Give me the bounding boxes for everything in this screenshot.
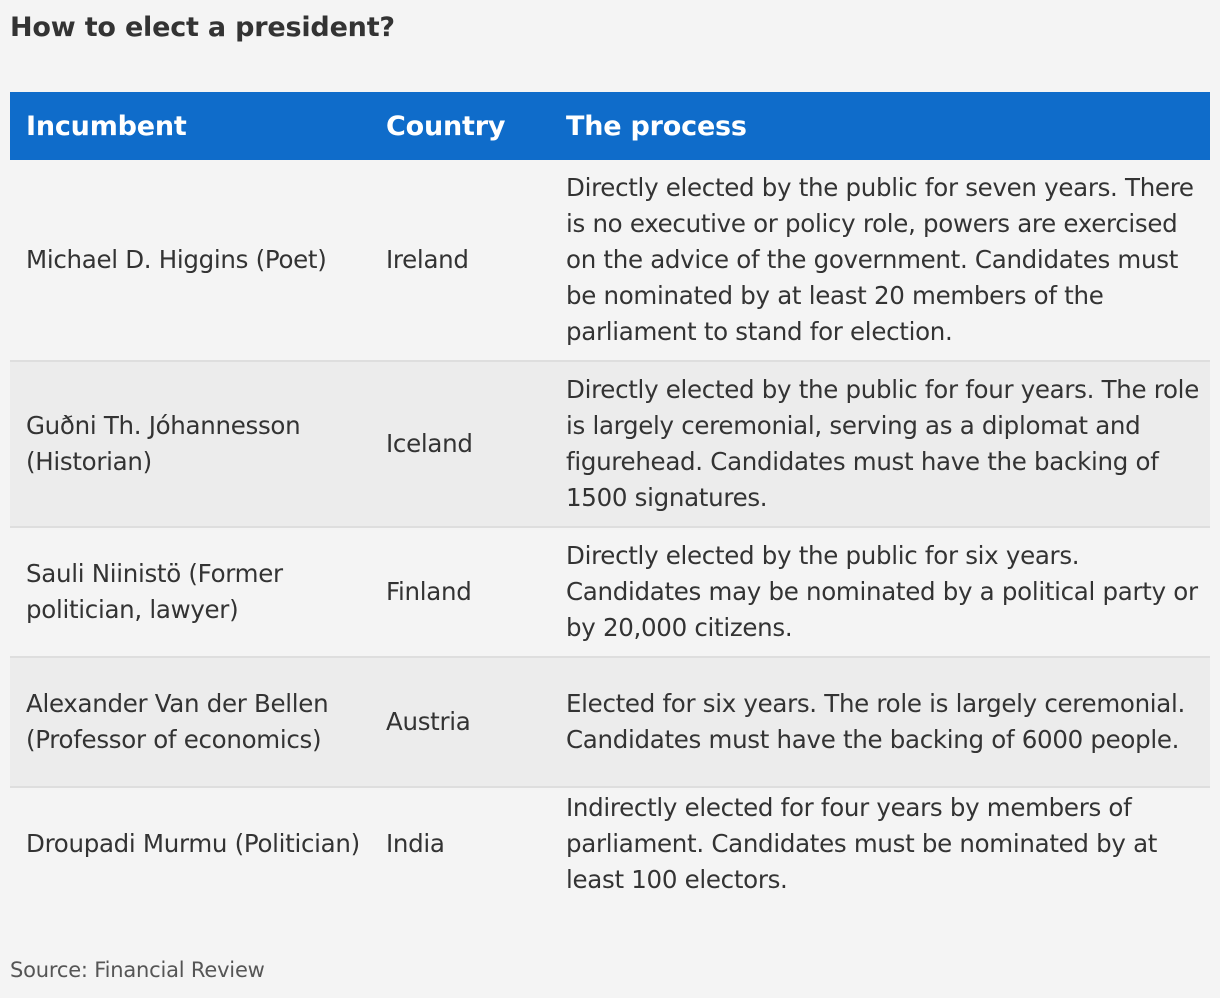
process-cell: Directly elected by the public for seven… (566, 173, 1194, 346)
header-process: The process (566, 110, 747, 142)
process-cell: Elected for six years. The role is large… (566, 689, 1186, 754)
incumbent-cell: Michael D. Higgins (Poet) (26, 245, 327, 274)
country-cell: Finland (386, 577, 472, 606)
country-cell: Austria (386, 707, 471, 736)
page-title: How to elect a president? (10, 12, 395, 43)
process-cell: Directly elected by the public for six y… (566, 541, 1198, 642)
incumbent-cell: Droupadi Murmu (Politician) (26, 829, 360, 858)
table-row: Droupadi Murmu (Politician) India Indire… (10, 788, 1210, 916)
incumbent-cell: Alexander Van der Bellen (Professor of e… (26, 689, 329, 754)
country-cell: Ireland (386, 245, 469, 274)
incumbent-cell: Guðni Th. Jóhannesson (Historian) (26, 411, 301, 476)
header-incumbent: Incumbent (26, 110, 187, 142)
table-row: Guðni Th. Jóhannesson (Historian) Icelan… (10, 362, 1210, 528)
header-country: Country (386, 110, 506, 142)
country-cell: India (386, 829, 445, 858)
table-header-row: Incumbent Country The process (10, 92, 1210, 160)
country-cell: Iceland (386, 429, 473, 458)
incumbent-cell: Sauli Niinistö (Former politician, lawye… (26, 559, 283, 624)
source-note: Source: Financial Review (10, 958, 265, 982)
process-cell: Directly elected by the public for four … (566, 375, 1199, 512)
process-cell: Indirectly elected for four years by mem… (566, 793, 1158, 894)
table-row: Alexander Van der Bellen (Professor of e… (10, 658, 1210, 788)
elections-table: Incumbent Country The process Michael D.… (10, 92, 1210, 916)
table-row: Sauli Niinistö (Former politician, lawye… (10, 528, 1210, 658)
table-row: Michael D. Higgins (Poet) Ireland Direct… (10, 160, 1210, 362)
